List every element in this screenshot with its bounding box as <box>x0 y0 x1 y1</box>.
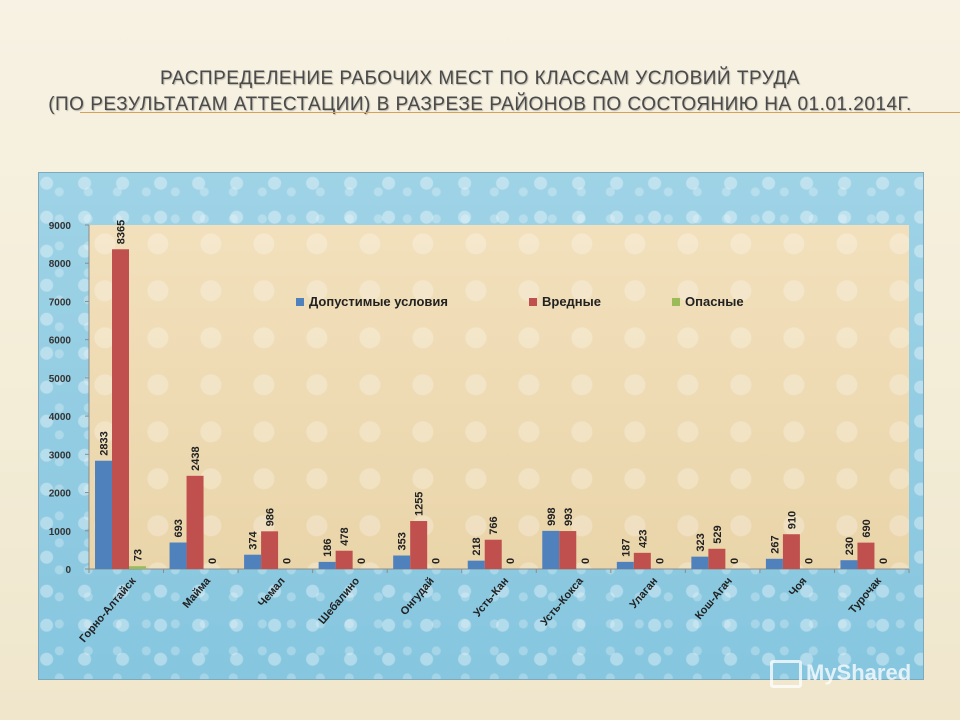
bar-vrednye <box>559 531 577 569</box>
data-label: 0 <box>580 558 592 564</box>
plot-area <box>89 225 909 569</box>
data-label: 478 <box>339 527 351 545</box>
data-label: 0 <box>505 558 517 564</box>
bar-dopustimye <box>169 542 187 569</box>
watermark: MyShared <box>770 660 930 694</box>
bar-dopustimye <box>244 554 262 569</box>
data-label: 0 <box>878 558 890 564</box>
bar-dopustimye <box>542 530 560 569</box>
data-label: 187 <box>620 538 632 556</box>
data-label: 1255 <box>414 492 426 516</box>
y-tick-label: 6000 <box>49 336 72 347</box>
data-label: 2833 <box>99 431 111 455</box>
bar-vrednye <box>782 534 800 569</box>
legend-swatch <box>296 298 304 306</box>
bar-dopustimye <box>616 561 634 569</box>
bar-vrednye <box>410 521 428 569</box>
bar-vrednye <box>633 552 651 569</box>
bar-vrednye <box>857 542 875 569</box>
data-label: 0 <box>282 558 294 564</box>
category-label: Чоя <box>787 575 810 599</box>
y-tick-label: 2000 <box>49 489 72 500</box>
category-label: Усть-Кокса <box>539 575 587 629</box>
category-label: Улаган <box>628 575 661 611</box>
data-label: 0 <box>356 558 368 564</box>
data-label: 267 <box>769 535 781 553</box>
data-label: 0 <box>207 558 219 564</box>
title-line-2: (по результатам аттестации) в разрезе ра… <box>48 94 912 115</box>
legend-label: Опасные <box>685 294 744 309</box>
bar-dopustimye <box>318 561 336 569</box>
y-tick-label: 8000 <box>49 259 72 270</box>
data-label: 323 <box>695 533 707 551</box>
data-label: 690 <box>861 519 873 537</box>
bar-vrednye <box>335 550 353 569</box>
bar-dopustimye <box>393 555 411 569</box>
legend-swatch <box>529 298 537 306</box>
data-label: 986 <box>265 508 277 526</box>
bar-dopustimye <box>840 560 858 569</box>
data-label: 230 <box>844 537 856 555</box>
data-label: 186 <box>322 539 334 557</box>
category-label: Чемал <box>256 575 288 609</box>
y-tick-label: 3000 <box>49 450 72 461</box>
data-label: 993 <box>563 508 575 526</box>
data-label: 529 <box>712 525 724 543</box>
y-tick-label: 1000 <box>49 527 72 538</box>
data-label: 423 <box>637 529 649 547</box>
category-label: Горно-Алтайск <box>77 575 139 645</box>
data-label: 8365 <box>116 220 128 244</box>
data-label: 374 <box>248 530 260 549</box>
bar-dopustimye <box>95 460 112 569</box>
bar-vrednye <box>708 548 726 569</box>
category-label: Усть-Кан <box>471 575 511 619</box>
y-tick-label: 0 <box>65 565 71 576</box>
y-tick-label: 4000 <box>49 412 72 423</box>
data-label: 218 <box>471 537 483 555</box>
data-label: 0 <box>431 558 443 564</box>
bar-vrednye <box>112 249 129 569</box>
bar-dopustimye <box>765 558 783 569</box>
data-label: 910 <box>786 511 798 529</box>
category-label: Турочак <box>847 575 884 616</box>
y-tick-label: 5000 <box>49 374 72 385</box>
data-label: 0 <box>803 558 815 564</box>
data-label: 0 <box>654 558 666 564</box>
data-label: 353 <box>397 532 409 550</box>
bar-vrednye <box>484 539 502 569</box>
watermark-logo-icon <box>770 660 802 689</box>
category-label: Шебалино <box>316 575 362 627</box>
watermark-text: MyShared <box>806 660 912 685</box>
bar-dopustimye <box>691 556 709 569</box>
bar-dopustimye <box>467 560 485 569</box>
bar-vrednye <box>186 475 204 569</box>
legend-swatch <box>672 298 680 306</box>
category-label: Онгудай <box>398 575 436 618</box>
data-label: 693 <box>173 519 185 537</box>
category-label: Кош-Агач <box>693 575 735 622</box>
legend-label: Вредные <box>542 294 601 309</box>
y-tick-label: 9000 <box>49 221 72 232</box>
bar-vrednye <box>261 531 279 569</box>
slide-title: Распределение рабочих мест по классам ус… <box>40 66 920 118</box>
category-label: Майма <box>181 575 214 611</box>
data-label: 2438 <box>190 446 202 470</box>
title-divider <box>80 112 960 113</box>
data-label: 73 <box>133 549 145 561</box>
data-label: 0 <box>729 558 741 564</box>
bar-opasnye <box>129 566 146 569</box>
legend-label: Допустимые условия <box>309 294 448 309</box>
y-tick-label: 7000 <box>49 297 72 308</box>
title-line-1: Распределение рабочих мест по классам ус… <box>160 68 800 89</box>
data-label: 766 <box>488 516 500 534</box>
data-label: 998 <box>546 507 558 525</box>
